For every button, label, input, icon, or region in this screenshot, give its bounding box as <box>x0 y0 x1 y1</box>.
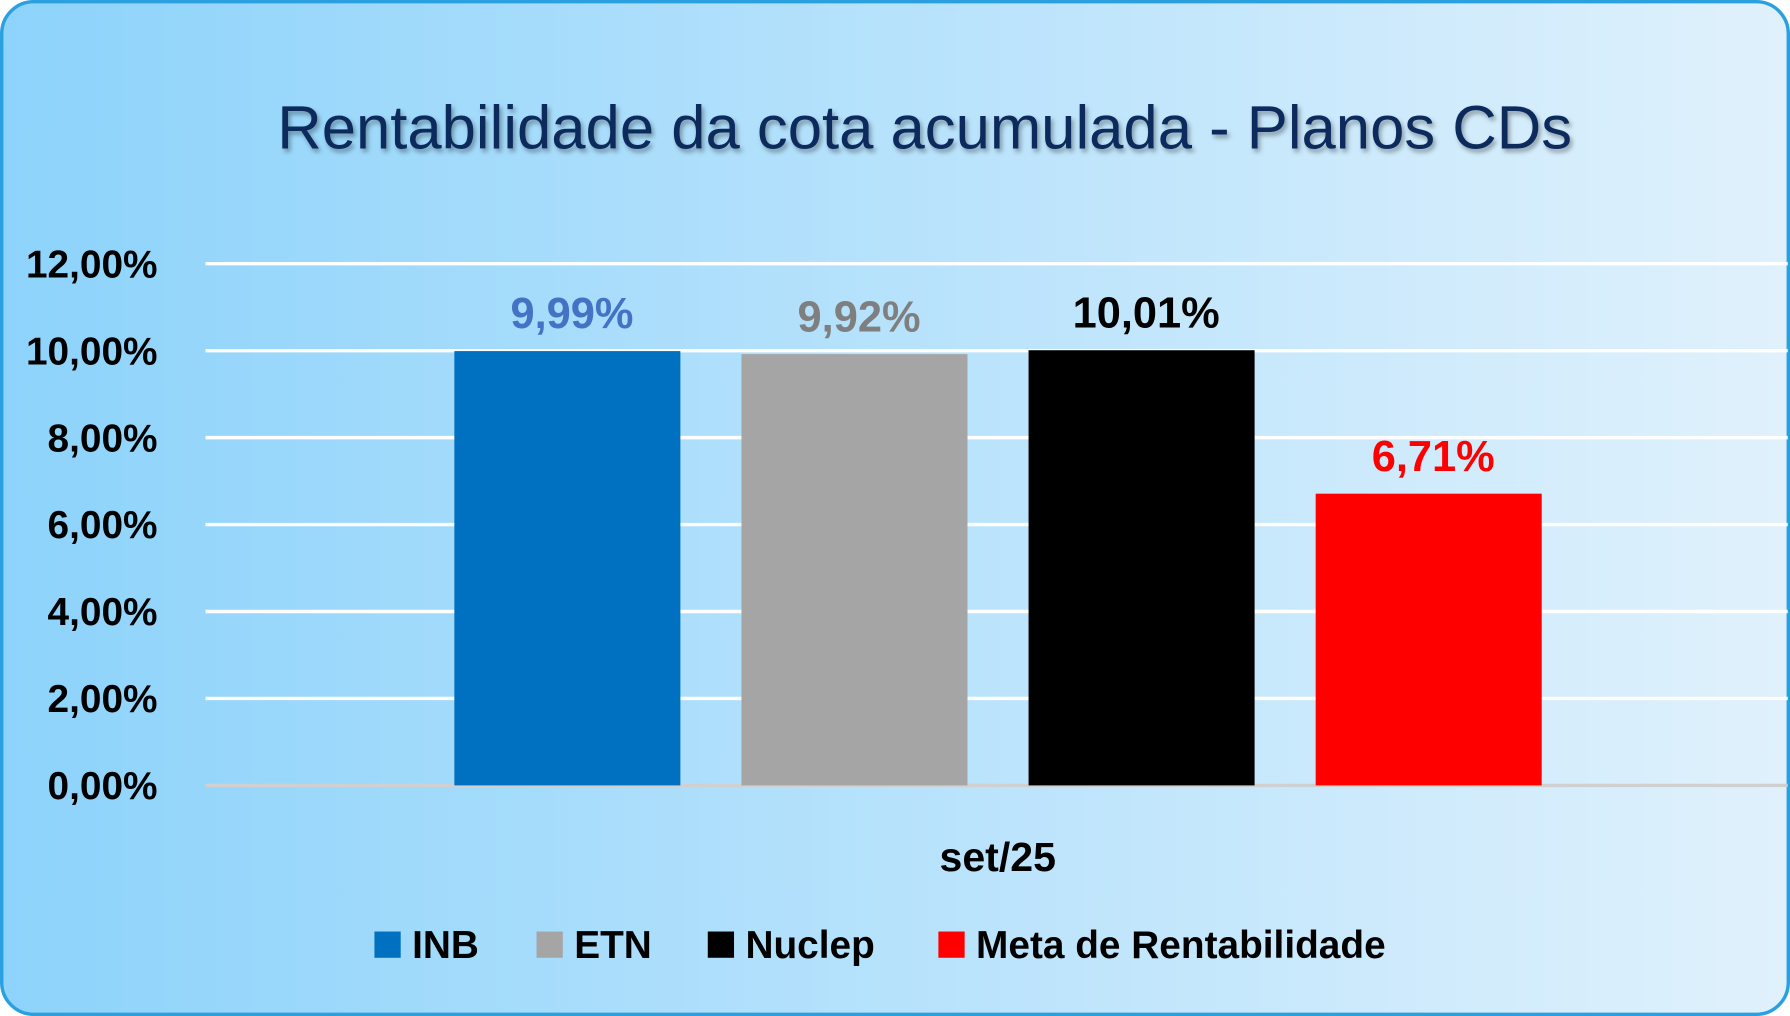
bars <box>454 350 1542 786</box>
y-tick-label: 0,00% <box>48 765 158 808</box>
y-axis: 0,00% 2,00% 4,00% 6,00% 8,00% 10,00% 12,00% <box>26 243 158 808</box>
y-tick-label: 4,00% <box>48 591 158 634</box>
bar-nuclep <box>1028 350 1255 786</box>
legend-swatch <box>536 931 563 958</box>
legend-label: INB <box>412 924 479 967</box>
legend-label: Meta de Rentabilidade <box>976 924 1386 967</box>
bar-meta-de-rentabilidade <box>1315 493 1542 786</box>
y-tick-label: 6,00% <box>48 504 158 547</box>
legend: INB ETN Nuclep Meta de Rentabilidade <box>374 924 1386 967</box>
bar-etn <box>741 354 968 786</box>
legend-swatch <box>938 931 965 958</box>
y-tick-label: 12,00% <box>26 243 158 286</box>
legend-swatch <box>374 931 401 958</box>
data-labels: 9,99% 9,92% 10,01% 6,71% <box>510 289 1494 480</box>
legend-label: ETN <box>574 924 652 967</box>
data-label: 9,92% <box>798 293 921 341</box>
x-tick-label: set/25 <box>939 834 1055 880</box>
legend-label: Nuclep <box>745 924 874 967</box>
y-tick-label: 10,00% <box>26 330 158 373</box>
data-label: 10,01% <box>1073 289 1220 337</box>
y-tick-label: 8,00% <box>48 417 158 460</box>
y-tick-label: 2,00% <box>48 678 158 721</box>
data-label: 6,71% <box>1372 433 1495 481</box>
data-label: 9,99% <box>510 290 633 338</box>
chart-title: Rentabilidade da cota acumulada - Planos… <box>277 93 1572 162</box>
legend-swatch <box>707 931 735 958</box>
bar-inb <box>454 351 681 786</box>
